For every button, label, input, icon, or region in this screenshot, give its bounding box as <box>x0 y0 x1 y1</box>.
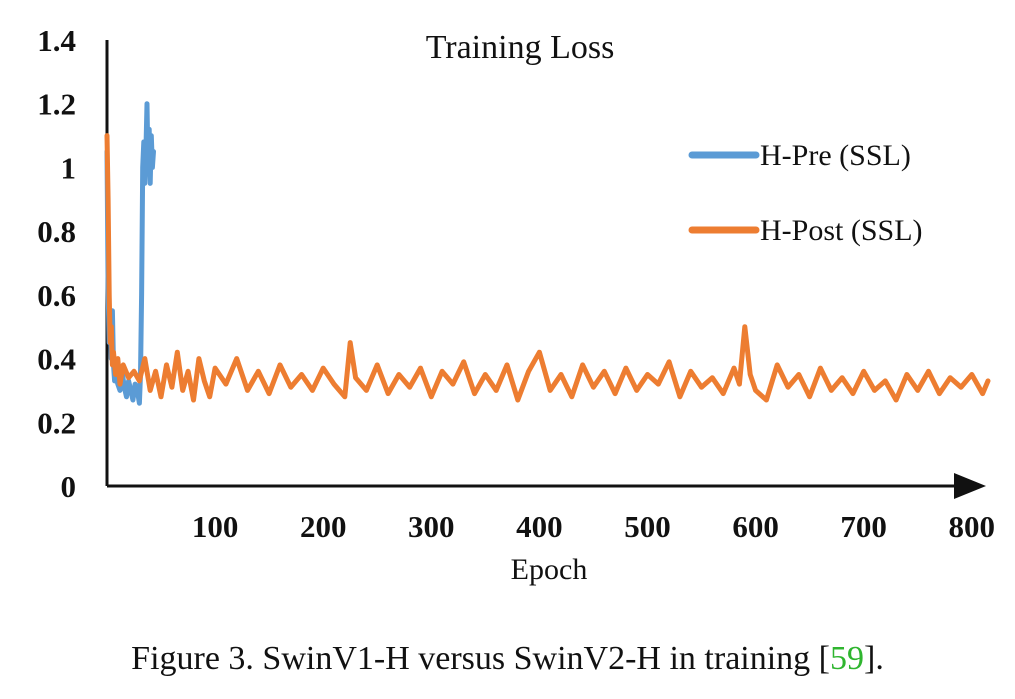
chart-title: Training Loss <box>426 29 615 66</box>
x-tick-label: 600 <box>732 509 779 544</box>
x-tick-label: 800 <box>949 509 996 544</box>
legend-label: H-Pre (SSL) <box>760 139 911 172</box>
y-tick-label: 0.8 <box>37 214 76 249</box>
legend-label: H-Post (SSL) <box>760 214 923 247</box>
series-group <box>104 101 991 406</box>
y-tick-label: 1.2 <box>37 87 76 122</box>
x-tick-label: 300 <box>408 509 455 544</box>
x-axis-arrow <box>954 473 986 499</box>
x-tick-label: 400 <box>516 509 563 544</box>
x-tick-label: 100 <box>192 509 239 544</box>
y-axis-ticks: 0 0.2 0.4 0.6 0.8 1 1.2 1.4 <box>37 23 76 504</box>
figure-caption: Figure 3. SwinV1-H versus SwinV2-H in tr… <box>0 640 1015 678</box>
x-axis-title: Epoch <box>511 553 588 586</box>
x-tick-label: 200 <box>300 509 347 544</box>
y-tick-label: 1 <box>61 150 77 185</box>
training-loss-chart: Training Loss 0 0.2 0.4 0.6 0.8 1 1.2 1.4 100 20… <box>37 23 995 586</box>
y-tick-label: 1.4 <box>37 23 76 58</box>
series-line-h-post <box>104 133 991 403</box>
caption-prefix: Figure 3. SwinV1-H versus SwinV2-H in tr… <box>131 640 830 677</box>
legend: H-Pre (SSL) H-Post (SSL) <box>688 139 923 247</box>
caption-reference-link[interactable]: 59 <box>830 640 864 677</box>
y-tick-label: 0.6 <box>37 278 76 313</box>
y-tick-label: 0.2 <box>37 405 76 440</box>
caption-suffix: ]. <box>864 640 884 677</box>
y-tick-label: 0 <box>61 469 77 504</box>
x-tick-label: 500 <box>624 509 671 544</box>
y-tick-label: 0.4 <box>37 342 76 377</box>
x-tick-label: 700 <box>840 509 887 544</box>
x-axis-ticks: 100 200 300 400 500 600 700 800 <box>192 509 995 544</box>
